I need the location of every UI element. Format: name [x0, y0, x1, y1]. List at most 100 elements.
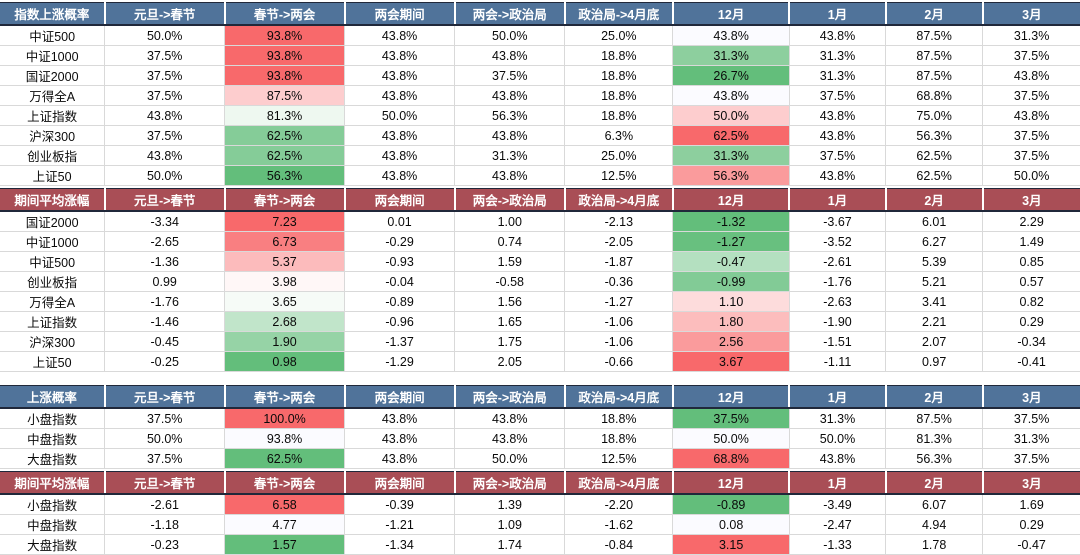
data-cell: 37.5%: [982, 45, 1080, 66]
data-cell: -2.47: [788, 514, 887, 535]
table-row: 上证指数 43.8% 81.3% 50.0% 56.3% 18.8% 50.0% 43.8% 7…: [0, 105, 1080, 126]
column-header: 1月: [788, 471, 886, 495]
data-cell: -0.39: [343, 494, 456, 515]
data-cell: -1.51: [788, 331, 887, 352]
data-cell: 87.5%: [885, 408, 984, 429]
data-cell: 43.8%: [343, 408, 456, 429]
row-label: 上证指数: [0, 105, 106, 126]
data-cell: 37.5%: [454, 65, 566, 86]
data-cell: -3.52: [788, 231, 887, 252]
data-cell: 6.3%: [564, 125, 674, 146]
data-cell: 37.5%: [982, 448, 1080, 469]
data-cell: -2.13: [564, 211, 674, 232]
data-cell: -0.47: [672, 251, 790, 272]
data-cell: -0.34: [982, 331, 1080, 352]
data-cell: 1.10: [672, 291, 790, 312]
data-cell: 1.69: [982, 494, 1080, 515]
row-label: 小盘指数: [0, 494, 106, 515]
data-cell: 1.90: [224, 331, 345, 352]
data-cell: -0.47: [982, 534, 1080, 555]
data-cell: 43.8%: [788, 125, 887, 146]
column-header: 12月: [671, 471, 790, 495]
data-cell: 56.3%: [224, 165, 345, 186]
data-cell: -2.20: [564, 494, 674, 515]
column-header: 2月: [884, 2, 983, 26]
column-header: 3月: [981, 188, 1080, 212]
data-cell: 37.5%: [982, 408, 1080, 429]
data-cell: 4.77: [224, 514, 345, 535]
column-header: 政治局->4月底: [563, 2, 673, 26]
data-cell: -2.61: [788, 251, 887, 272]
table-title-cell: 期间平均涨幅: [0, 471, 105, 495]
data-cell: 56.3%: [454, 105, 566, 126]
data-cell: -1.62: [564, 514, 674, 535]
data-cell: 18.8%: [564, 428, 674, 449]
data-cell: 3.98: [224, 271, 345, 292]
data-cell: 62.5%: [885, 145, 984, 166]
column-header: 3月: [981, 385, 1080, 409]
data-cell: -1.76: [788, 271, 887, 292]
column-header: 春节->两会: [223, 385, 345, 409]
data-cell: 2.56: [672, 331, 790, 352]
row-label: 国证2000: [0, 65, 106, 86]
data-cell: 93.8%: [224, 428, 345, 449]
row-label: 创业板指: [0, 271, 106, 292]
data-cell: -2.61: [104, 494, 226, 515]
data-cell: 6.07: [885, 494, 984, 515]
column-header: 春节->两会: [223, 188, 345, 212]
data-cell: -0.36: [564, 271, 674, 292]
data-cell: -0.84: [564, 534, 674, 555]
row-label: 中证1000: [0, 45, 106, 66]
data-cell: 26.7%: [672, 65, 790, 86]
column-header: 两会->政治局: [453, 471, 565, 495]
data-cell: 1.74: [454, 534, 566, 555]
row-label: 上证指数: [0, 311, 106, 332]
data-cell: 37.5%: [104, 85, 226, 106]
column-header: 政治局->4月底: [563, 188, 673, 212]
column-header: 12月: [671, 188, 790, 212]
data-cell: 37.5%: [788, 85, 887, 106]
data-cell: -3.34: [104, 211, 226, 232]
data-cell: 0.85: [982, 251, 1080, 272]
row-label: 中盘指数: [0, 514, 106, 535]
data-cell: -0.41: [982, 351, 1080, 372]
data-cell: 43.8%: [982, 105, 1080, 126]
column-header: 3月: [981, 471, 1080, 495]
column-header: 2月: [884, 188, 983, 212]
data-cell: 43.8%: [343, 85, 456, 106]
table-size-up-probability: 上涨概率 元旦->春节 春节->两会 两会期间 两会->政治局 政治局->4月底 12月 1月…: [0, 385, 1080, 469]
data-cell: -1.27: [564, 291, 674, 312]
data-cell: 50.0%: [104, 25, 226, 46]
data-cell: 31.3%: [788, 65, 887, 86]
data-cell: 1.00: [454, 211, 566, 232]
data-cell: 43.8%: [454, 85, 566, 106]
data-cell: 43.8%: [343, 448, 456, 469]
data-cell: 2.68: [224, 311, 345, 332]
table-row: 上证50 -0.25 0.98 -1.29 2.05 -0.66 3.67 -1.11 0.97…: [0, 351, 1080, 372]
data-cell: 43.8%: [982, 65, 1080, 86]
data-cell: 43.8%: [343, 25, 456, 46]
column-header: 两会->政治局: [453, 2, 565, 26]
data-cell: 43.8%: [454, 45, 566, 66]
data-cell: -0.89: [672, 494, 790, 515]
column-header: 2月: [884, 385, 983, 409]
data-cell: 5.21: [885, 271, 984, 292]
data-cell: 0.29: [982, 311, 1080, 332]
data-cell: 81.3%: [885, 428, 984, 449]
column-header: 元旦->春节: [103, 385, 225, 409]
column-header: 1月: [788, 188, 886, 212]
data-cell: 75.0%: [885, 105, 984, 126]
data-cell: 62.5%: [224, 125, 345, 146]
table-index-up-probability: 指数上涨概率 元旦->春节 春节->两会 两会期间 两会->政治局 政治局->4月底 12月…: [0, 2, 1080, 186]
data-cell: 18.8%: [564, 105, 674, 126]
header-row: 上涨概率 元旦->春节 春节->两会 两会期间 两会->政治局 政治局->4月底 12月 1月…: [0, 385, 1080, 409]
data-cell: 0.99: [104, 271, 226, 292]
data-cell: 43.8%: [104, 105, 226, 126]
table-row: 创业板指 0.99 3.98 -0.04 -0.58 -0.36 -0.99 -1.76 5.2…: [0, 271, 1080, 292]
data-cell: 37.5%: [788, 145, 887, 166]
data-cell: 50.0%: [454, 25, 566, 46]
data-cell: 43.8%: [672, 85, 790, 106]
data-cell: -1.29: [343, 351, 456, 372]
data-cell: 43.8%: [454, 165, 566, 186]
data-cell: 1.80: [672, 311, 790, 332]
